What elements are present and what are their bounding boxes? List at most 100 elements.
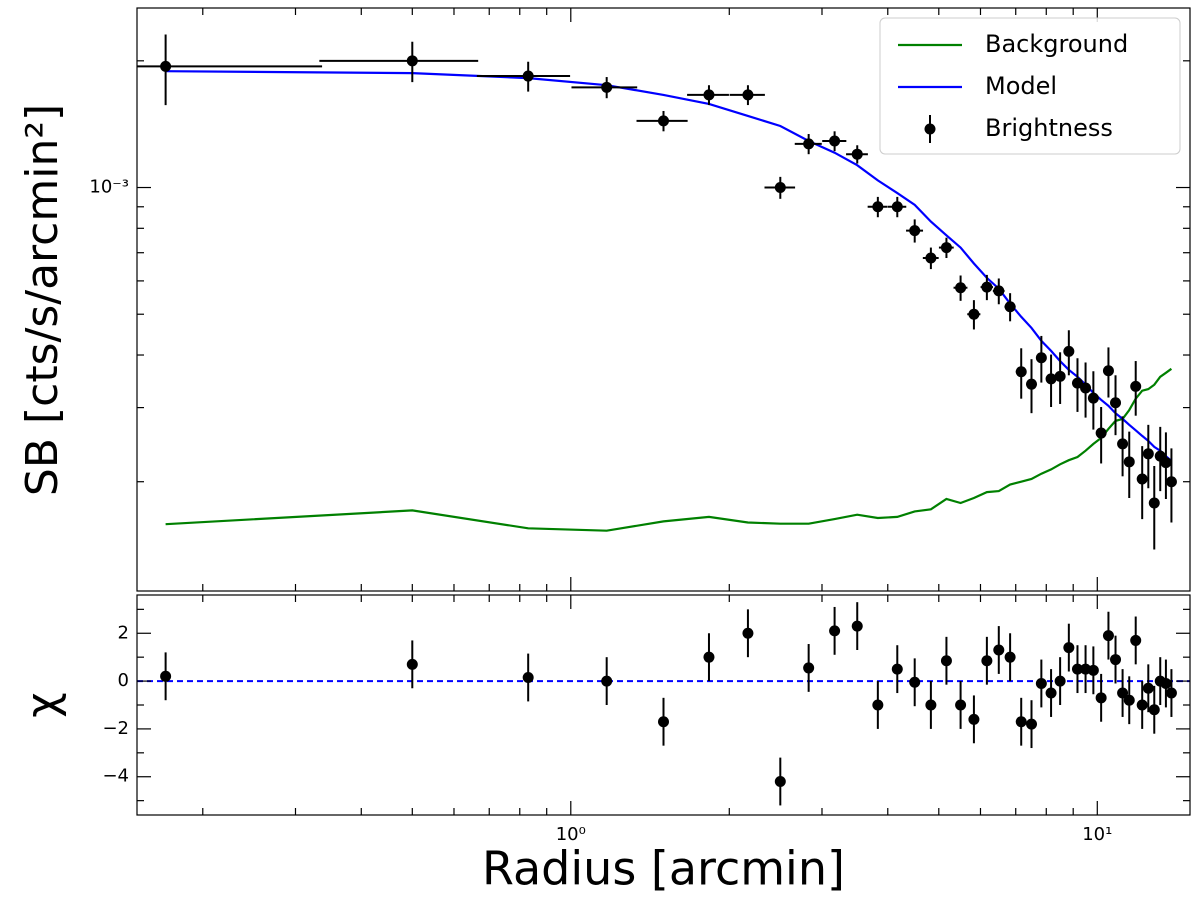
data-point — [1130, 380, 1142, 392]
data-point — [1035, 352, 1047, 364]
data-point — [872, 699, 884, 711]
data-point — [925, 699, 937, 711]
data-point — [909, 676, 921, 688]
legend-box — [879, 17, 1181, 155]
data-point — [601, 675, 613, 687]
data-point — [925, 252, 937, 264]
data-point — [981, 281, 993, 293]
plot-area — [137, 602, 1190, 806]
data-point — [1110, 397, 1122, 409]
y-axis-label: SB [cts/s/arcmin²] — [17, 104, 68, 496]
x-axis-label: Radius [arcmin] — [482, 842, 845, 896]
data-point — [940, 655, 952, 667]
y-tick-label: 10⁻³ — [89, 177, 129, 198]
data-point — [968, 308, 980, 320]
data-point — [1087, 392, 1099, 404]
y-tick-label: 0 — [118, 670, 129, 691]
data-point — [522, 70, 534, 82]
data-point — [1165, 476, 1177, 488]
data-point — [1004, 651, 1016, 663]
axes-frame — [136, 7, 1191, 592]
data-point — [1136, 699, 1148, 711]
data-point — [1095, 427, 1107, 439]
legend-label: Background — [985, 30, 1128, 58]
data-point — [1045, 687, 1057, 699]
data-point — [1054, 370, 1066, 382]
data-point — [1054, 675, 1066, 687]
legend-swatch — [924, 123, 936, 135]
data-point — [872, 201, 884, 213]
data-point — [1080, 382, 1092, 394]
data-point — [406, 658, 418, 670]
data-point — [993, 644, 1005, 656]
plot-area — [137, 34, 1177, 550]
data-point — [1063, 642, 1075, 654]
data-point — [774, 776, 786, 788]
data-point — [1071, 377, 1083, 389]
data-point — [1071, 663, 1083, 675]
y-tick-label: 2 — [118, 622, 129, 643]
legend-label: Brightness — [985, 114, 1113, 142]
data-point — [1148, 497, 1160, 509]
data-point — [1026, 378, 1038, 390]
series-line — [165, 70, 1173, 462]
data-point — [774, 182, 786, 194]
data-point — [803, 138, 815, 150]
data-point — [1123, 456, 1135, 468]
series-line — [165, 367, 1173, 532]
data-point — [1035, 677, 1047, 689]
data-point — [981, 655, 993, 667]
x-tick-label: 10⁰ — [556, 824, 586, 845]
data-point — [160, 60, 172, 72]
data-point — [1004, 301, 1016, 313]
data-point — [1165, 687, 1177, 699]
data-point — [955, 699, 967, 711]
data-point — [909, 225, 921, 237]
data-point — [1102, 630, 1114, 642]
data-point — [1095, 692, 1107, 704]
data-point — [601, 81, 613, 93]
x-tick-label: 10¹ — [1082, 824, 1112, 845]
data-point — [703, 651, 715, 663]
data-point — [851, 620, 863, 632]
data-point — [968, 713, 980, 725]
data-point — [1142, 448, 1154, 460]
legend-label: Model — [985, 72, 1057, 100]
data-point — [851, 148, 863, 160]
data-point — [1136, 473, 1148, 485]
data-point — [742, 89, 754, 101]
data-point — [522, 672, 534, 683]
data-point — [1102, 365, 1114, 377]
data-point — [1015, 716, 1027, 728]
y-tick-label: −2 — [102, 718, 129, 739]
data-point — [1087, 664, 1099, 676]
data-point — [1117, 438, 1129, 450]
data-point — [703, 89, 715, 101]
data-point — [940, 242, 952, 254]
data-point — [1160, 457, 1172, 469]
data-point — [1123, 694, 1135, 706]
data-point — [160, 670, 172, 682]
data-point — [1130, 634, 1142, 646]
data-point — [829, 625, 841, 637]
data-point — [1045, 373, 1057, 385]
data-point — [406, 55, 418, 67]
data-point — [955, 282, 967, 294]
axes-frame — [136, 594, 1191, 816]
y-tick-label: −4 — [102, 766, 129, 787]
data-point — [1117, 687, 1129, 699]
data-point — [1148, 704, 1160, 716]
data-point — [829, 135, 841, 147]
data-point — [891, 201, 903, 213]
data-point — [658, 716, 669, 728]
data-point — [742, 627, 754, 639]
data-point — [658, 115, 669, 127]
data-point — [891, 663, 903, 675]
data-point — [803, 662, 815, 674]
data-point — [1160, 677, 1172, 689]
data-point — [1026, 718, 1038, 730]
data-point — [1142, 682, 1154, 694]
y-axis-label: χ — [17, 692, 68, 717]
